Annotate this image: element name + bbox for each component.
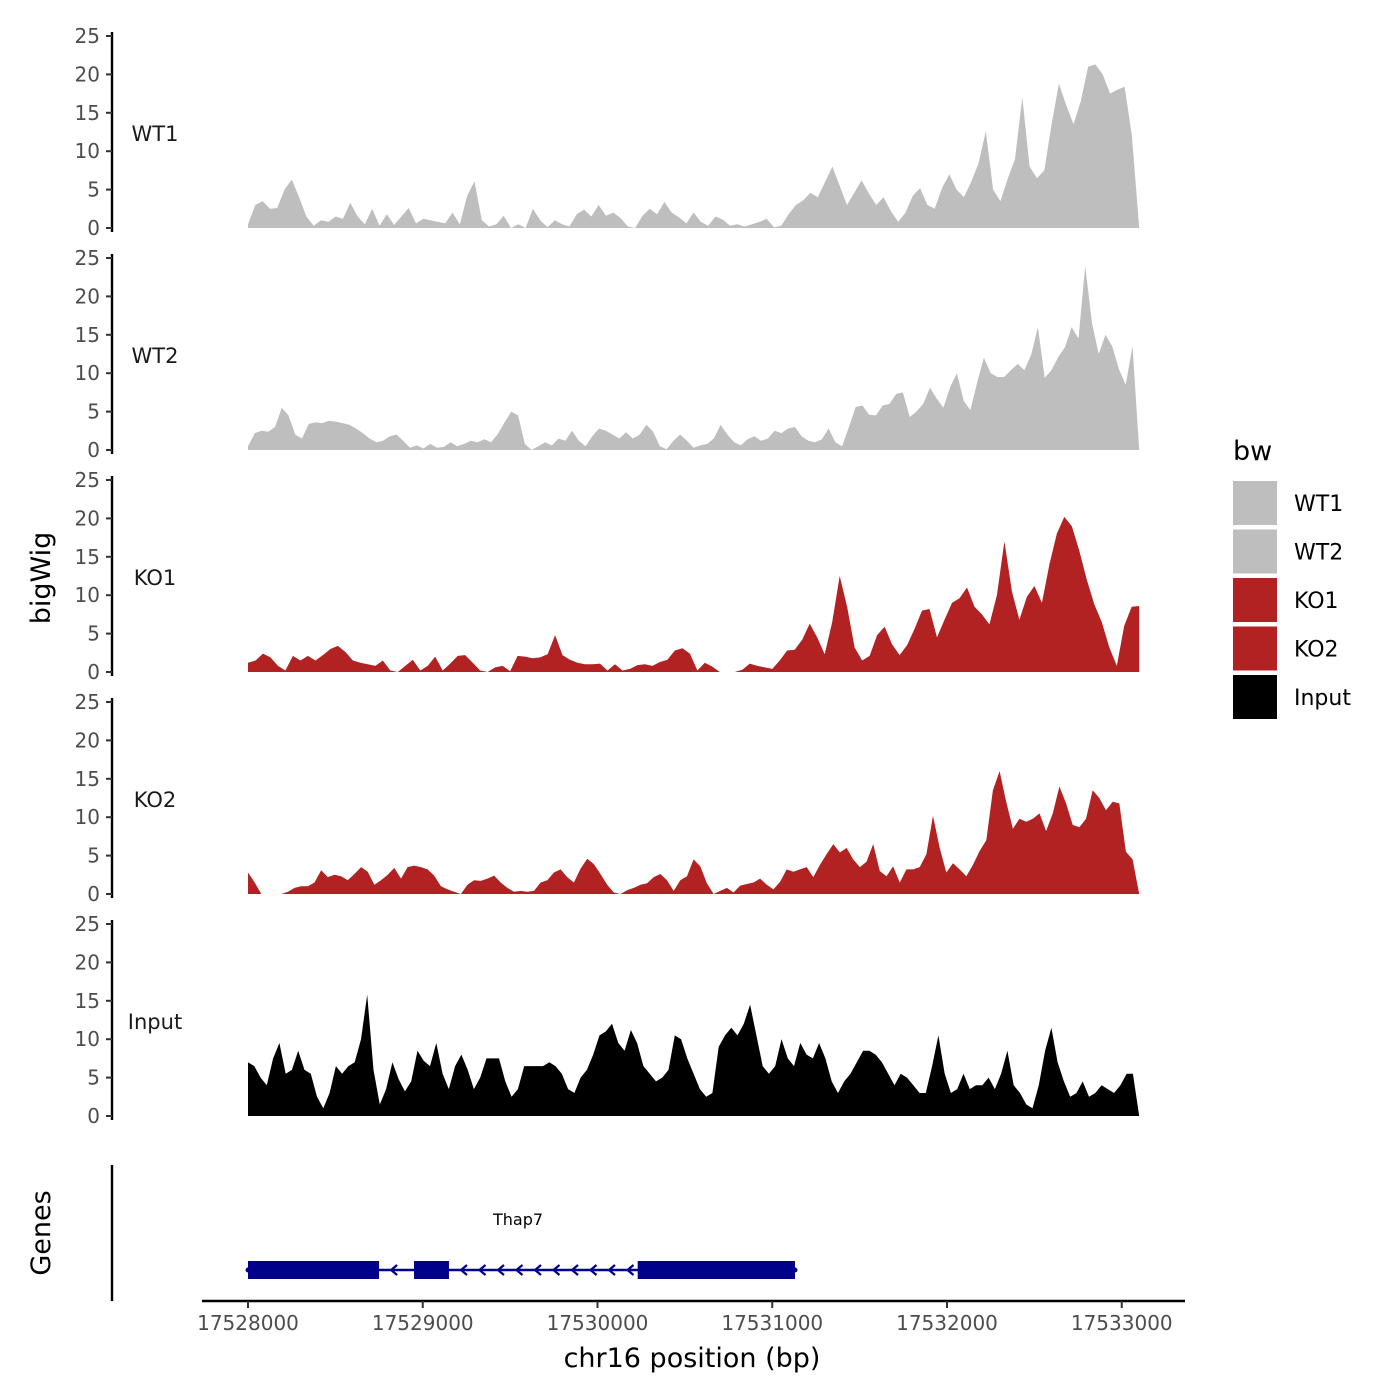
gene-models: Thap7 xyxy=(245,1210,798,1279)
legend-label: KO1 xyxy=(1294,589,1339,614)
coverage-area-input xyxy=(248,994,1140,1116)
strand-arrow xyxy=(477,1264,487,1276)
strand-arrow xyxy=(588,1264,598,1276)
gene-exon xyxy=(414,1261,449,1279)
strand-arrow xyxy=(514,1264,524,1276)
y-tick-label: 25 xyxy=(75,912,100,936)
y-tick-label: 10 xyxy=(75,361,100,385)
x-axis: 17528000 17529000 17530000 17531000 17532000… xyxy=(197,1299,1185,1335)
legend: bw WT1 WT2 KO1 KO2 Input xyxy=(1233,436,1351,719)
legend-label: KO2 xyxy=(1294,638,1339,663)
strand-arrow xyxy=(625,1264,635,1276)
strand-arrow xyxy=(551,1264,561,1276)
y-tick-label: 10 xyxy=(75,805,100,829)
strand-arrow xyxy=(389,1264,398,1276)
legend-swatch xyxy=(1233,675,1277,719)
y-tick-label: 15 xyxy=(75,101,100,125)
coverage-area-ko2 xyxy=(248,771,1140,894)
strand-arrow xyxy=(570,1264,579,1276)
coverage-area-wt2 xyxy=(248,265,1140,450)
track-label: WT1 xyxy=(132,122,179,146)
gene-name-label: Thap7 xyxy=(492,1210,543,1229)
y-tick-label: 5 xyxy=(87,844,100,868)
gene-thap7: Thap7 xyxy=(245,1210,798,1279)
legend-item-ko1: KO1 xyxy=(1233,578,1339,622)
coverage-area-wt1 xyxy=(248,64,1140,229)
strand-arrow xyxy=(533,1264,542,1276)
x-tick-label: 17528000 xyxy=(197,1311,299,1335)
legend-label: WT2 xyxy=(1294,541,1343,566)
y-tick-label: 10 xyxy=(75,583,100,607)
y-tick-label: 25 xyxy=(75,246,100,270)
legend-swatch xyxy=(1233,578,1277,622)
track-label: Input xyxy=(128,1010,182,1034)
track-wt2: 0 5 10 15 20 25 WT2 xyxy=(75,246,1140,462)
track-ko2: 0 5 10 15 20 25 KO2 xyxy=(75,690,1140,906)
y-tick-label: 5 xyxy=(87,1066,100,1090)
y-tick-label: 20 xyxy=(75,728,100,752)
y-tick-label: 25 xyxy=(75,468,100,492)
legend-item-input: Input xyxy=(1233,675,1351,719)
track-label: KO2 xyxy=(134,788,177,812)
x-axis-title: chr16 position (bp) xyxy=(564,1343,821,1374)
y-tick-label: 5 xyxy=(87,622,100,646)
y-tick-label: 0 xyxy=(87,1104,100,1128)
track-wt1: 0 5 10 15 20 25 WT1 xyxy=(75,24,1140,240)
legend-title: bw xyxy=(1233,436,1272,467)
gene-end-marker xyxy=(245,1267,251,1273)
x-tick-label: 17530000 xyxy=(547,1311,649,1335)
y-axis-title: bigWig xyxy=(26,532,57,625)
y-tick-label: 0 xyxy=(87,438,100,462)
legend-item-ko2: KO2 xyxy=(1233,626,1339,671)
y-tick-label: 10 xyxy=(75,139,100,163)
y-tick-label: 25 xyxy=(75,24,100,48)
y-tick-label: 20 xyxy=(75,950,100,974)
legend-swatch xyxy=(1233,481,1277,525)
legend-swatch xyxy=(1233,529,1277,574)
x-tick-label: 17533000 xyxy=(1071,1311,1173,1335)
gene-end-marker xyxy=(792,1267,798,1273)
y-tick-label: 5 xyxy=(87,400,100,424)
legend-label: WT1 xyxy=(1294,492,1343,517)
legend-swatch xyxy=(1233,626,1277,671)
legend-label: Input xyxy=(1294,686,1351,711)
strand-arrow xyxy=(496,1264,505,1276)
y-tick-label: 5 xyxy=(87,178,100,202)
strand-arrow xyxy=(607,1264,616,1276)
y-tick-label: 0 xyxy=(87,882,100,906)
track-ko1: 0 5 10 15 20 25 KO1 xyxy=(75,468,1140,684)
gene-exon xyxy=(248,1261,380,1279)
track-input: 0 5 10 15 20 25 Input xyxy=(75,912,1140,1128)
coverage-tracks: 0510152025WT10510152025WT20510152025KO10… xyxy=(75,24,1140,1128)
y-tick-label: 0 xyxy=(87,660,100,684)
legend-item-wt2: WT2 xyxy=(1233,529,1343,574)
coverage-area-ko1 xyxy=(248,516,1140,672)
y-tick-label: 20 xyxy=(75,506,100,530)
y-tick-label: 15 xyxy=(75,989,100,1013)
y-tick-label: 15 xyxy=(75,767,100,791)
y-tick-label: 10 xyxy=(75,1027,100,1051)
track-label: WT2 xyxy=(132,344,179,368)
y-tick-label: 0 xyxy=(87,216,100,240)
y-tick-label: 15 xyxy=(75,323,100,347)
track-label: KO1 xyxy=(134,566,177,590)
genes-panel: Genes Thap7 xyxy=(26,1165,798,1301)
x-tick-label: 17529000 xyxy=(372,1311,474,1335)
genes-axis-title: Genes xyxy=(26,1190,57,1275)
strand-arrow xyxy=(459,1264,468,1276)
gene-exon xyxy=(637,1261,795,1279)
y-tick-label: 20 xyxy=(75,62,100,86)
y-tick-label: 15 xyxy=(75,545,100,569)
x-tick-label: 17531000 xyxy=(721,1311,823,1335)
y-tick-label: 20 xyxy=(75,284,100,308)
legend-item-wt1: WT1 xyxy=(1233,481,1343,525)
x-tick-label: 17532000 xyxy=(896,1311,998,1335)
y-tick-label: 25 xyxy=(75,690,100,714)
